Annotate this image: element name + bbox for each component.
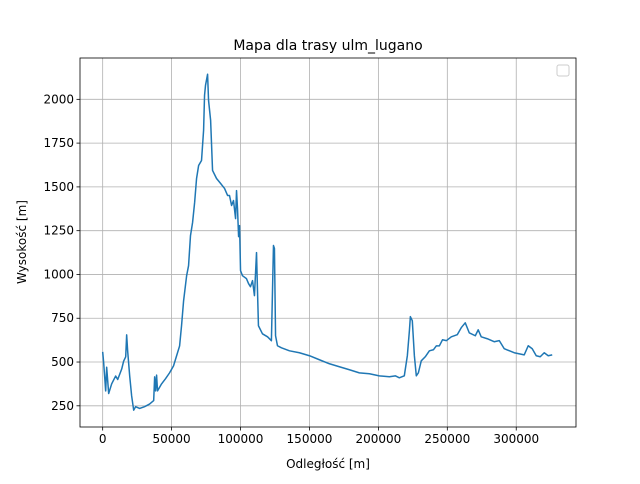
y-tick-label: 500 [51,355,74,369]
plot [101,73,553,411]
y-axis-label: Wysokość [m] [15,200,29,284]
x-tick-label: 150000 [287,432,333,446]
x-tick-label: 300000 [493,432,539,446]
y-tick-label: 1500 [43,180,74,194]
x-tick-label: 50000 [153,432,191,446]
y-tick-label: 1250 [43,224,74,238]
y-tick-label: 1750 [43,136,74,150]
x-tick-label: 200000 [355,432,401,446]
x-tick-label: 100000 [218,432,264,446]
x-tick-label: 250000 [424,432,470,446]
data-line [101,73,553,411]
y-tick-label: 250 [51,399,74,413]
grid [80,58,576,427]
axes-frame [79,57,577,428]
x-axis-label: Odległość [m] [286,457,370,471]
x-tick-label: 0 [99,432,107,446]
legend-box [556,64,570,77]
y-tick-label: 750 [51,311,74,325]
y-tick-label: 1000 [43,267,74,281]
y-tick-label: 2000 [43,92,74,106]
chart-title: Mapa dla trasy ulm_lugano [233,38,422,54]
